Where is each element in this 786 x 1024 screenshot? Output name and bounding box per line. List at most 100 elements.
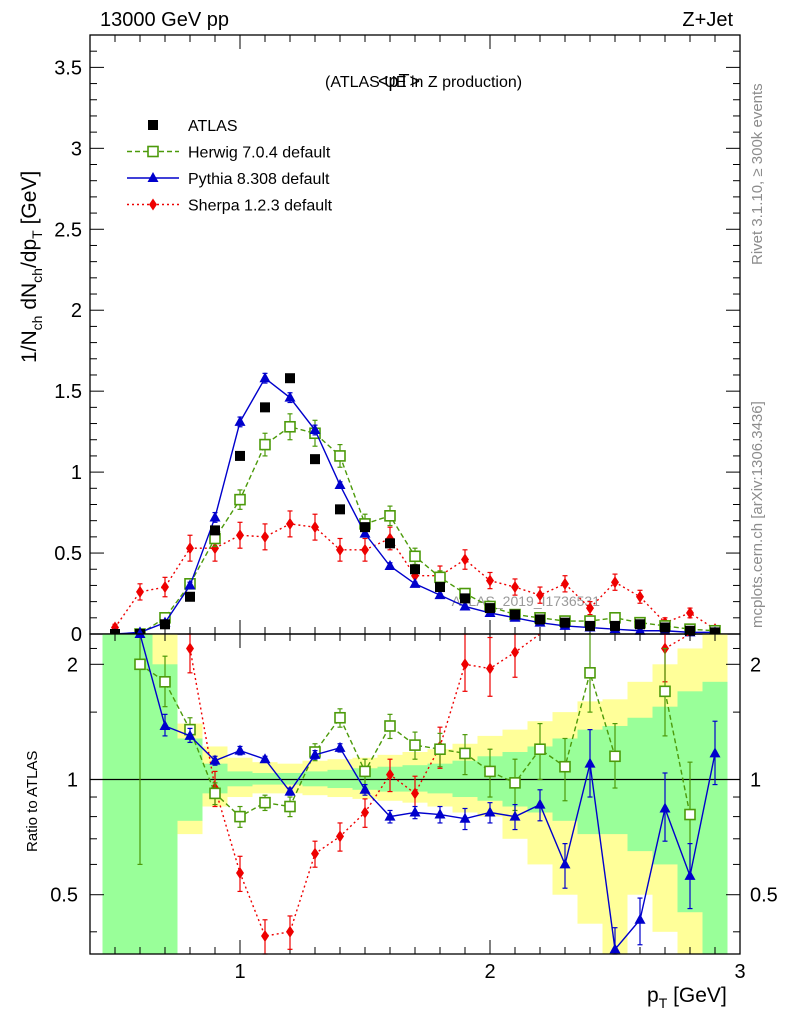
ratio-data-point — [284, 785, 296, 796]
data-point — [385, 538, 395, 549]
ratio-data-point — [309, 748, 321, 759]
ratio-data-point — [234, 810, 246, 823]
y-axis-label-ratio: Ratio to ATLAS — [24, 751, 41, 852]
data-point — [460, 593, 470, 604]
data-point — [261, 530, 269, 543]
ratio-data-point — [659, 685, 671, 698]
ratio-y-tick-label-right: 1 — [750, 770, 761, 792]
data-point — [634, 624, 646, 635]
main-plot-panel: 0 0.5 1 1.5 2 2.5 3 3.5 ATLAS_2019_I1736531 <pT… — [54, 34, 741, 646]
data-point — [334, 479, 346, 490]
ratio-y-tick-label: 0.5 — [50, 885, 78, 907]
data-point — [211, 542, 219, 555]
ratio-data-point — [634, 913, 646, 924]
data-point — [234, 493, 246, 506]
data-point — [259, 438, 271, 451]
data-point — [611, 576, 619, 589]
ratio-data-point — [609, 750, 621, 763]
ratio-data-point — [459, 812, 471, 823]
data-point — [410, 564, 420, 575]
data-point — [686, 606, 694, 619]
data-point — [284, 420, 296, 433]
main-plot-ticks: 0 0.5 1 1.5 2 2.5 3 3.5 — [54, 34, 741, 646]
data-point — [210, 525, 220, 536]
ratio-data-point — [209, 787, 221, 800]
y-tick-label: 2.5 — [54, 219, 82, 241]
ratio-data-point — [234, 744, 246, 755]
ratio-data-point — [261, 930, 269, 943]
uncertainty-band — [252, 772, 278, 785]
data-point — [160, 619, 170, 630]
data-point — [610, 620, 620, 631]
legend-label: Pythia 8.308 default — [188, 171, 330, 188]
series-line — [114, 377, 715, 635]
legend-label: Herwig 7.0.4 default — [188, 145, 331, 162]
mcplots-label: mcplots.cern.ch [arXiv:1306.3436] — [749, 401, 766, 628]
data-point — [485, 603, 495, 614]
legend-label: ATLAS — [188, 118, 238, 135]
data-point — [285, 373, 295, 384]
x-tick-label: 3 — [734, 961, 745, 983]
header-left: 13000 GeV pp — [100, 9, 229, 31]
ratio-data-point — [609, 943, 621, 954]
data-point — [511, 581, 519, 594]
data-point — [636, 590, 644, 603]
ratio-data-point — [684, 869, 696, 880]
ratio-data-point — [334, 741, 346, 752]
series-atlas — [110, 373, 720, 639]
data-point — [486, 574, 494, 587]
ratio-data-point — [409, 806, 421, 817]
y-tick-label: 1 — [71, 462, 82, 484]
data-point — [560, 617, 570, 628]
ratio-data-point — [159, 719, 171, 730]
uncertainty-band — [152, 664, 178, 954]
data-point — [359, 527, 371, 538]
uncertainty-band — [627, 717, 653, 852]
legend-label: Sherpa 1.2.3 default — [188, 198, 333, 215]
uncertainty-band — [227, 771, 253, 787]
ratio-data-point — [709, 747, 721, 758]
ratio-plot-frame — [89, 633, 741, 955]
ratio-data-point — [509, 777, 521, 789]
analysis-watermark: ATLAS_2019_I1736531 — [452, 593, 601, 609]
ratio-plot-panel: 0.5 0.5 1 1 2 2 1 2 3 — [50, 628, 778, 983]
series-pythia-8-308-default — [109, 372, 721, 638]
data-point — [434, 589, 446, 600]
ratio-data-point — [184, 729, 196, 740]
data-point — [635, 619, 645, 630]
x-tick-label: 1 — [234, 961, 245, 983]
uncertainty-band — [302, 771, 328, 787]
ratio-data-point — [584, 757, 596, 768]
ratio-y-tick-label-right: 0.5 — [750, 885, 778, 907]
ratio-series-line — [139, 663, 616, 818]
y-tick-label: 2 — [71, 300, 82, 322]
data-point — [434, 571, 446, 584]
series-line — [139, 426, 716, 635]
ratio-data-point — [459, 747, 471, 760]
uncertainty-band — [102, 634, 128, 954]
data-point — [361, 543, 369, 556]
ratio-data-point — [334, 711, 346, 724]
data-point — [510, 609, 520, 620]
ratio-data-point — [434, 808, 446, 819]
ratio-y-tick-label-right: 2 — [750, 654, 761, 676]
legend-marker — [149, 198, 157, 211]
y-tick-label: 0 — [71, 624, 82, 646]
legend-marker — [147, 145, 159, 158]
data-point — [459, 600, 471, 611]
ratio-data-point — [159, 676, 171, 688]
data-point — [384, 510, 396, 522]
ratio-data-point — [511, 646, 519, 659]
data-point — [561, 577, 569, 590]
data-point — [309, 424, 321, 435]
rivet-label: Rivet 3.1.10, ≥ 300k events — [749, 83, 766, 265]
data-point — [310, 454, 320, 465]
data-point — [209, 511, 221, 522]
ratio-data-point — [559, 760, 571, 773]
series-herwig-7-0-4-default — [134, 413, 721, 640]
ratio-data-point — [359, 783, 371, 794]
legend-marker — [148, 120, 158, 130]
data-point — [236, 529, 244, 542]
y-axis-label-top: 1/Nch dNch/dpT [GeV] — [18, 171, 45, 363]
ratio-data-point — [359, 765, 371, 778]
